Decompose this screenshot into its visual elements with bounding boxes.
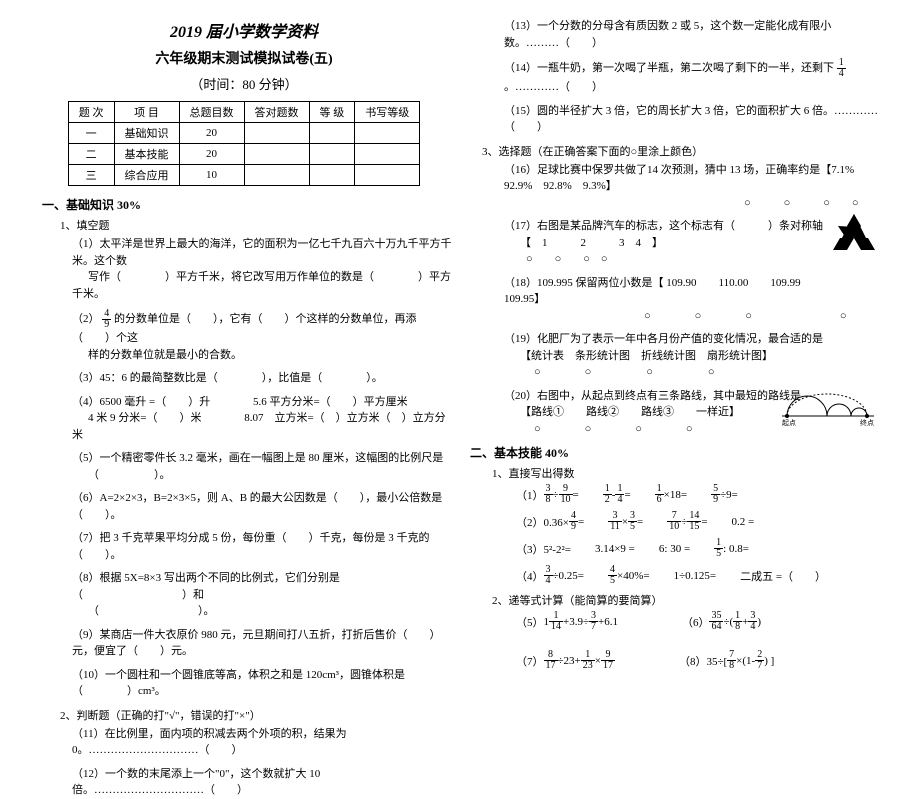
q5: （5）一个精密零件长 3.2 毫米，画在一幅图上是 80 厘米，这幅图的比例尺是… bbox=[72, 450, 452, 483]
start-label: 起点 bbox=[782, 419, 796, 426]
main-title: 2019 届小学数学资料 bbox=[36, 18, 452, 42]
q15: （15）圆的半径扩大 3 倍，它的周长扩大 3 倍，它的面积扩大 6 倍。………… bbox=[504, 103, 884, 136]
calc-row-1: （1） 38 ÷ 910 = 12 - 14 = 16 ×18= 59 ÷9= bbox=[516, 484, 884, 505]
calc-row-2: （2）0.36× 49 = 311 × 35 = 710 ÷ 1415 = 0.… bbox=[516, 511, 884, 532]
q13: （13）一个分数的分母含有质因数 2 或 5，这个数一定能化成有限小数。………（… bbox=[504, 18, 884, 51]
time-line: （时间：80 分钟） bbox=[36, 74, 452, 93]
step-row-2: （7） 817÷23+ 123× 917 （8）35÷[ 78 ×(1- 27 … bbox=[516, 650, 884, 671]
th-3: 答对题数 bbox=[244, 102, 309, 123]
frac-4-9: 49 bbox=[102, 309, 111, 330]
q20: （20）右图中，从起点到终点有三条路线，其中最短的路线是 起点 终点 【路线① … bbox=[504, 388, 884, 438]
th-4: 等 级 bbox=[309, 102, 355, 123]
calc-head: 1、直接写出得数 bbox=[492, 465, 884, 481]
q14: （14）一瓶牛奶，第一次喝了半瓶，第二次喝了剩下的一半，还剩下 14 。…………… bbox=[504, 58, 884, 96]
q6: （6）A=2×2×3，B=2×3×5，则 A、B 的最大公因数是（ ），最小公倍… bbox=[72, 490, 452, 523]
route-diagram-icon: 起点 终点 bbox=[782, 386, 874, 426]
q7: （7）把 3 千克苹果平均分成 5 份，每份重（ ）千克，每份是 3 千克的（ … bbox=[72, 530, 452, 563]
section-2-head: 二、基本技能 40% bbox=[470, 444, 884, 461]
subtitle: 六年级期末测试模拟试卷(五) bbox=[36, 48, 452, 68]
q1: （1）太平洋是世界上最大的海洋，它的面积为一亿七千九百六十万九千平方千米。这个数… bbox=[72, 236, 452, 302]
judge-head: 2、判断题（正确的打"√"，错误的打"×"） bbox=[60, 707, 452, 723]
table-header-row: 题 次 项 目 总题目数 答对题数 等 级 书写等级 bbox=[68, 102, 420, 123]
end-label: 终点 bbox=[860, 418, 874, 426]
q4: （4）6500 毫升 =（ ）升 5.6 平方分米=（ ）平方厘米 4 米 9 … bbox=[72, 394, 452, 444]
q19: （19）化肥厂为了表示一年中各月份产值的变化情况，最合适的是 【统计表 条形统计… bbox=[504, 331, 884, 381]
choice-head: 3、选择题（在正确答案下面的○里涂上颜色） bbox=[482, 143, 884, 159]
q12: （12）一个数的末尾添上一个"0"，这个数就扩大 10 倍。…………………………… bbox=[72, 766, 452, 799]
mitsubishi-logo-icon bbox=[832, 214, 876, 252]
frac-1-4: 14 bbox=[837, 58, 846, 79]
score-table: 题 次 项 目 总题目数 答对题数 等 级 书写等级 一 基础知识 20 二 基… bbox=[68, 101, 421, 186]
calc-row-3: （3）5²-2²= 3.14×9 = 6: 30 = 15: 0.8= bbox=[516, 538, 884, 559]
th-1: 项 目 bbox=[114, 102, 179, 123]
th-5: 书写等级 bbox=[355, 102, 420, 123]
step-row-1: （5）1 114+3.9÷ 37+6.1 （6） 3564÷( 18+ 34) bbox=[516, 611, 884, 632]
q17: （17）右图是某品牌汽车的标志，这个标志有（ ）条对称轴 【 1 2 3 4 】… bbox=[504, 218, 884, 268]
q3: （3）45：6 的最简整数比是（ ），比值是（ ）。 bbox=[72, 370, 452, 387]
q16: （16）足球比赛中保罗共做了14 次预测，猜中 13 场，正确率约是【7.1% … bbox=[504, 162, 884, 212]
th-0: 题 次 bbox=[68, 102, 114, 123]
q10: （10）一个圆柱和一个圆锥底等高，体积之和是 120cm³，圆锥体积是（ ）cm… bbox=[72, 667, 452, 700]
right-column: （13）一个分数的分母含有质因数 2 或 5，这个数一定能化成有限小数。………（… bbox=[460, 18, 892, 627]
q2: （2） 49 的分数单位是（ ），它有（ ）个这样的分数单位，再添（ ）个这 样… bbox=[72, 309, 452, 363]
q18: （18）109.995 保留两位小数是【 109.90 110.00 109.9… bbox=[504, 275, 884, 325]
q9: （9）某商店一件大衣原价 980 元，元旦期间打八五折，打折后售价（ ）元，便宜… bbox=[72, 627, 452, 660]
left-column: 2019 届小学数学资料 六年级期末测试模拟试卷(五) （时间：80 分钟） 题… bbox=[28, 18, 460, 627]
calc-row-4: （4） 34÷0.25= 45×40%= 1÷0.125= 二成五 =（ ） bbox=[516, 565, 884, 586]
section-1-head: 一、基础知识 30% bbox=[42, 196, 452, 213]
table-row: 三 综合应用 10 bbox=[68, 165, 420, 186]
table-row: 一 基础知识 20 bbox=[68, 123, 420, 144]
steps-head: 2、递等式计算（能简算的要简算） bbox=[492, 592, 884, 608]
fill-head: 1、填空题 bbox=[60, 217, 452, 233]
table-row: 二 基本技能 20 bbox=[68, 144, 420, 165]
q8: （8）根据 5X=8×3 写出两个不同的比例式，它们分别是（ ）和 （ ）。 bbox=[72, 570, 452, 620]
q11: （11）在比例里，面内项的积减去两个外项的积，结果为 0。…………………………（… bbox=[72, 726, 452, 759]
th-2: 总题目数 bbox=[179, 102, 244, 123]
